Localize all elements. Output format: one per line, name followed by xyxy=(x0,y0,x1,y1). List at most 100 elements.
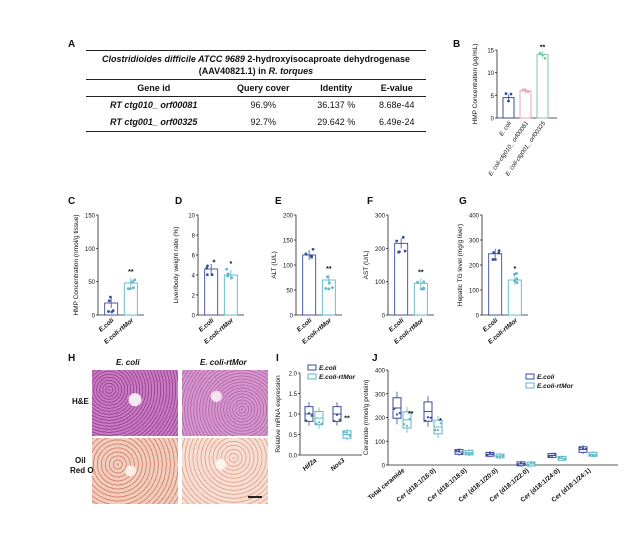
legend-label: E.coli xyxy=(537,374,555,381)
data-point xyxy=(521,88,525,92)
data-point xyxy=(560,455,564,458)
data-point xyxy=(594,454,597,458)
data-point xyxy=(455,449,458,452)
legend-label: E.coli-rtMor xyxy=(319,374,356,381)
he-rtmor-image xyxy=(182,370,268,436)
cell-identity: 36.137 % xyxy=(317,100,356,110)
data-point xyxy=(526,90,530,94)
data-point xyxy=(513,279,517,283)
data-point xyxy=(226,274,230,278)
bar xyxy=(536,54,549,119)
h-row-he: H&E xyxy=(72,397,89,406)
panelE-y-tick-label: 50 xyxy=(286,289,293,295)
x-tick-label: Hif2a xyxy=(302,457,319,473)
significance-mark: ** xyxy=(540,45,546,52)
data-point xyxy=(320,422,323,425)
cell-evalue: 8.68e-44 xyxy=(378,100,415,110)
panelG-y-tick-label: 100 xyxy=(469,289,480,295)
significance-mark: ** xyxy=(326,266,332,273)
data-point xyxy=(230,276,234,279)
data-point xyxy=(538,51,542,55)
data-point xyxy=(405,424,409,427)
panelJ-y-tick-label: 0 xyxy=(382,464,386,470)
data-point xyxy=(110,310,114,314)
data-point xyxy=(324,287,328,290)
panelD-y-tick-label: 10 xyxy=(188,214,195,220)
panelC-y-tick-label: 150 xyxy=(85,214,96,220)
data-point xyxy=(416,280,420,284)
legend-swatch xyxy=(307,364,317,371)
h-col-ecoli: E. coli xyxy=(116,358,140,367)
table-title: Clostridioides difficile ATCC 9689 2-hyd… xyxy=(86,50,426,80)
data-point xyxy=(581,447,585,450)
data-point xyxy=(519,462,523,465)
panelF-y-tick-label: 100 xyxy=(375,280,386,286)
panelF-y-tick-label: 300 xyxy=(375,214,386,220)
col-evalue: E-value xyxy=(367,80,426,97)
table-header-row: Gene id Query cover Identity E-value xyxy=(86,80,426,97)
data-point xyxy=(330,286,334,290)
data-point xyxy=(493,258,497,261)
panelJ-ylabel: Ceramide (nmol/g protein) xyxy=(363,380,370,456)
panel-letter-i: I xyxy=(276,353,279,364)
data-point xyxy=(315,422,318,425)
cell-gene: RT ctg010_ orf00081 xyxy=(110,100,198,110)
panelI-y-tick-label: 2.0 xyxy=(289,372,298,378)
data-point xyxy=(460,452,463,456)
data-point xyxy=(424,419,427,422)
panelG-y-tick-label: 0 xyxy=(476,314,480,320)
oil-rtmor-image xyxy=(182,438,268,504)
panelG-y-tick-label: 200 xyxy=(469,264,480,270)
panelJ-y-tick-label: 200 xyxy=(375,416,386,422)
data-point xyxy=(465,452,468,455)
data-point xyxy=(420,287,423,291)
data-point xyxy=(429,416,432,419)
data-point xyxy=(317,421,321,424)
data-point xyxy=(393,407,396,410)
significance-mark: * xyxy=(513,266,516,273)
data-point xyxy=(395,239,399,243)
panel-letter-h: H xyxy=(68,353,76,364)
panelB-ylabel: HMP Concentration (μg/mL) xyxy=(472,44,479,125)
data-point xyxy=(563,458,566,461)
data-point xyxy=(579,446,582,449)
data-point xyxy=(398,411,401,415)
bar xyxy=(394,242,409,316)
bar xyxy=(519,90,532,119)
legend-swatch xyxy=(307,373,317,380)
panel-letter-b: B xyxy=(453,39,461,50)
data-point xyxy=(496,455,499,458)
data-point xyxy=(335,413,339,416)
table-title-accession: (AAV40821.1) in xyxy=(198,66,269,76)
data-point xyxy=(333,419,336,423)
data-point xyxy=(491,453,494,456)
data-point xyxy=(436,428,440,432)
data-point xyxy=(541,53,544,57)
data-point xyxy=(133,278,137,282)
panelG-y-tick-label: 300 xyxy=(469,239,480,245)
h-row-oil: Oil xyxy=(75,456,86,465)
data-point xyxy=(524,89,527,92)
panelG-ylabel: Hepatic TG level (mg/g liver) xyxy=(457,224,464,306)
panelB-y-tick-label: 10 xyxy=(487,71,494,77)
data-point xyxy=(397,250,400,254)
cell-evalue: 6.49e-24 xyxy=(367,114,426,132)
table-row: RT ctg001_ orf00325 92.7% 29.642 % 6.49e… xyxy=(86,114,426,132)
data-point xyxy=(457,449,461,453)
data-point xyxy=(488,452,492,455)
data-point xyxy=(403,249,407,253)
data-point xyxy=(514,272,518,275)
panelD-y-tick-label: 0 xyxy=(192,314,196,320)
panelE-y-tick-label: 150 xyxy=(283,239,294,245)
data-point xyxy=(132,286,135,290)
significance-mark: ** xyxy=(418,269,424,276)
panelJ-y-tick-label: 400 xyxy=(375,369,386,375)
data-point xyxy=(504,92,508,95)
data-point xyxy=(553,452,556,455)
col-gene-id: Gene id xyxy=(86,80,222,97)
data-point xyxy=(515,281,519,284)
cell-identity: 29.642 % xyxy=(305,114,368,132)
panelE-y-tick-label: 200 xyxy=(283,214,294,220)
legend-label: E.coli-rtMor xyxy=(537,383,574,390)
